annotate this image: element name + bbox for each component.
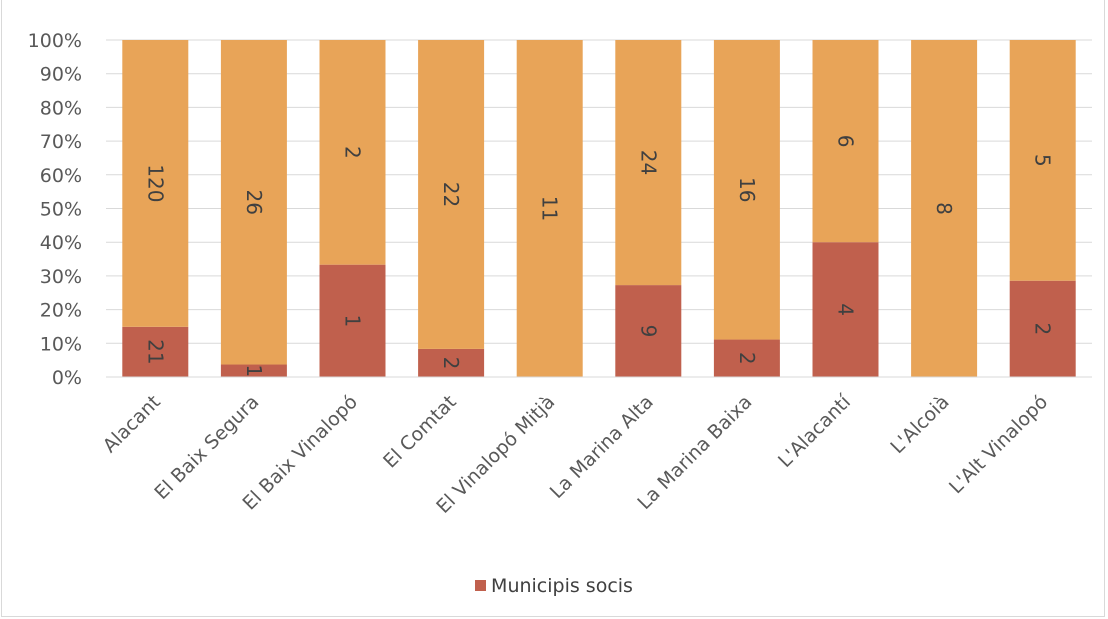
- data-label: 24: [636, 150, 660, 175]
- bar-segment-other: [122, 40, 189, 327]
- y-tick-label: 100%: [28, 30, 82, 52]
- y-tick-label: 90%: [40, 64, 82, 86]
- y-tick-label: 0%: [52, 367, 82, 389]
- bar-segment-socis: [1009, 280, 1076, 377]
- x-tick-label: El Baix Segura: [150, 391, 263, 504]
- y-tick-label: 60%: [40, 165, 82, 187]
- bar-segment-other: [319, 40, 386, 265]
- y-tick-label: 40%: [40, 232, 82, 254]
- bar-segment-other: [911, 40, 978, 377]
- bar-segment-socis: [418, 348, 485, 377]
- bar-segment-socis: [812, 242, 879, 377]
- data-label: 26: [242, 190, 266, 215]
- bar-segment-socis: [220, 364, 287, 377]
- x-tick-label: La Marina Alta: [546, 391, 658, 503]
- data-label: 2: [439, 357, 463, 370]
- bar-segment-other: [418, 40, 485, 349]
- bar-segment-socis: [122, 326, 189, 377]
- bar-segment-other: [220, 40, 287, 365]
- bar-segment-other: [615, 40, 682, 286]
- x-tick-label: L'Alcoià: [886, 391, 953, 458]
- data-label: 9: [636, 325, 660, 338]
- x-tick-label: L'Alt Vinalopó: [945, 391, 1052, 498]
- legend-swatch: [475, 580, 487, 591]
- data-label: 11: [538, 196, 562, 221]
- data-label: 2: [1031, 322, 1055, 335]
- bar-segment-other: [1009, 40, 1076, 281]
- y-tick-label: 30%: [40, 266, 82, 288]
- bar-segment-other: [812, 40, 879, 243]
- data-label: 5: [1031, 154, 1055, 167]
- data-label: 8: [932, 202, 956, 215]
- bar-segment-other: [713, 40, 780, 340]
- data-label: 4: [834, 303, 858, 316]
- data-label: 6: [834, 135, 858, 148]
- x-tick-label: L'Alacantí: [774, 390, 856, 472]
- y-tick-label: 80%: [40, 97, 82, 119]
- y-tick-label: 70%: [40, 131, 82, 153]
- bar-segment-socis: [713, 339, 780, 377]
- legend-label: Municipis socis: [491, 575, 633, 597]
- data-label: 2: [341, 146, 365, 159]
- data-label: 1: [341, 314, 365, 327]
- bar-segment-socis: [319, 264, 386, 377]
- x-tick-label: Alacant: [99, 391, 165, 457]
- x-tick-label: El Comtat: [379, 391, 461, 473]
- y-tick-label: 50%: [40, 199, 82, 221]
- bar-segment-socis: [615, 285, 682, 377]
- data-label: 2: [735, 352, 759, 365]
- bar-segment-other: [516, 40, 583, 377]
- data-label: 21: [143, 339, 167, 364]
- y-tick-label: 20%: [40, 300, 82, 322]
- legend: Municipis socis: [0, 575, 1108, 597]
- y-tick-label: 10%: [40, 333, 82, 355]
- data-label: 1: [242, 364, 266, 377]
- data-label: 22: [439, 182, 463, 207]
- data-label: 120: [143, 164, 167, 202]
- data-label: 16: [735, 177, 759, 202]
